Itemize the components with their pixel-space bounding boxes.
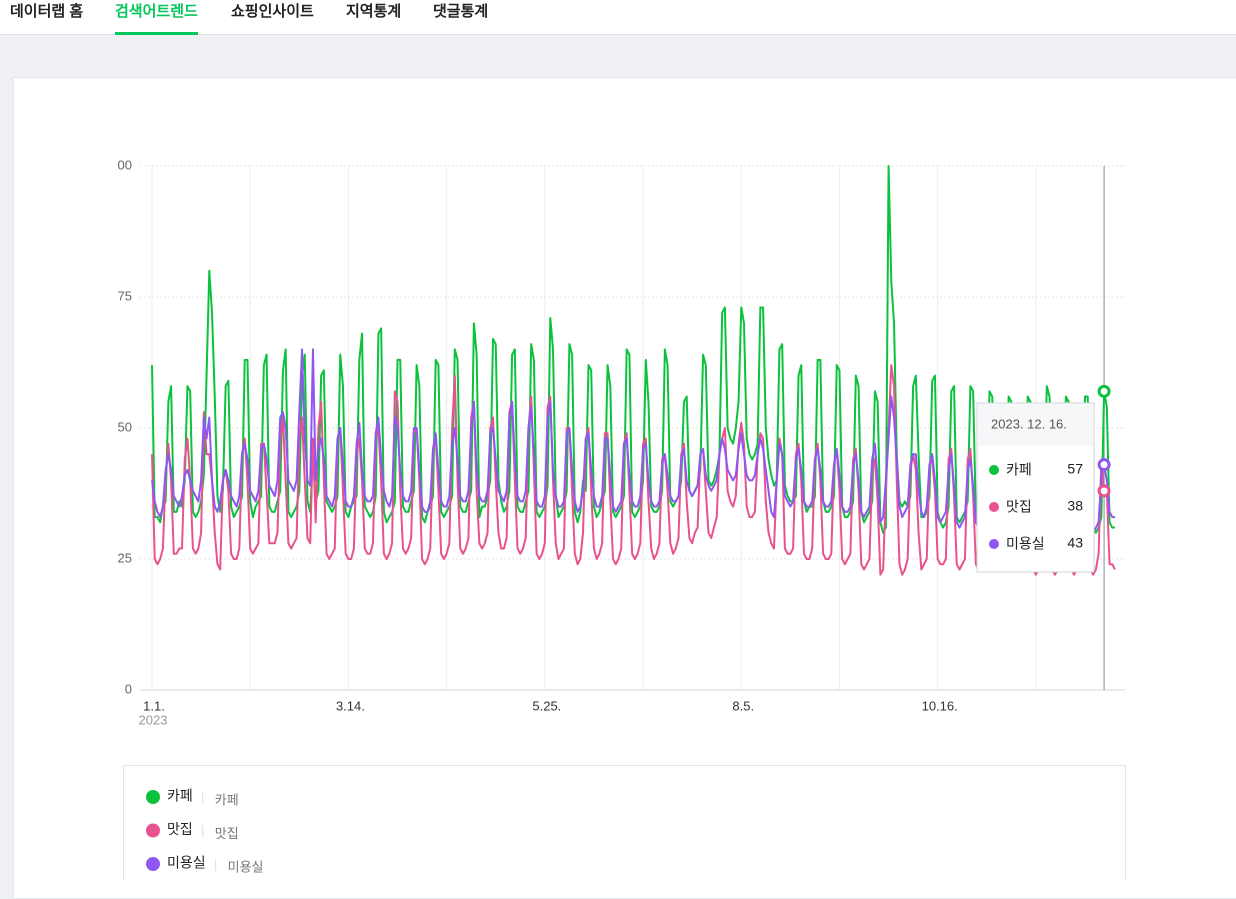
x-tick-label: 8.5. bbox=[732, 698, 754, 713]
tooltip-dot bbox=[989, 465, 999, 475]
x-tick-label: 3.14. bbox=[336, 698, 365, 713]
y-tick-label: 100 bbox=[110, 157, 132, 172]
tooltip-value: 57 bbox=[1067, 461, 1083, 477]
hover-point bbox=[1097, 458, 1111, 472]
x-tick-label: 10.16. bbox=[922, 698, 958, 713]
tooltip-value: 43 bbox=[1067, 535, 1083, 551]
nav-tab[interactable]: 쇼핑인사이트 bbox=[231, 3, 314, 20]
x-year-label: 2023 bbox=[139, 712, 168, 727]
x-tick-label: 5.25. bbox=[532, 698, 561, 713]
y-tick-label: 50 bbox=[118, 419, 132, 434]
chart: 0 25 50 75 100 1.1. 3.14. 5.25. 8.5. 10.16. 2023 2… bbox=[110, 157, 1126, 880]
y-tick-label: 0 bbox=[125, 681, 132, 696]
top-nav: 데이터랩 홈 검색어트렌드 쇼핑인사이트 지역통계 댓글통계 bbox=[0, 0, 1236, 35]
hover-point bbox=[1097, 384, 1111, 398]
series-line bbox=[151, 364, 1116, 576]
tooltip-name: 미용실 bbox=[1006, 536, 1045, 552]
tooltip-dot bbox=[989, 502, 999, 512]
legend-dot bbox=[146, 823, 160, 838]
legend-keywords: 미용실 bbox=[228, 859, 264, 874]
nav-tab[interactable]: 검색어트렌드 bbox=[115, 0, 198, 35]
series-line bbox=[151, 348, 1115, 534]
nav-tab[interactable]: 지역통계 bbox=[346, 3, 402, 20]
tooltip-dot bbox=[989, 539, 999, 549]
legend-dot bbox=[146, 857, 160, 871]
legend-dot bbox=[146, 790, 160, 804]
legend-name: 카페 bbox=[167, 788, 193, 804]
tooltip-date: 2023. 12. 16. bbox=[991, 416, 1067, 431]
y-tick-label: 75 bbox=[118, 288, 132, 303]
tooltip-value: 38 bbox=[1067, 498, 1083, 514]
tooltip-header bbox=[978, 404, 1093, 446]
y-axis: 0 25 50 75 100 bbox=[110, 157, 132, 696]
nav-tab[interactable]: 댓글통계 bbox=[433, 3, 489, 20]
legend-box bbox=[123, 765, 1126, 880]
legend-name: 미용실 bbox=[167, 855, 206, 871]
hover-point bbox=[1097, 484, 1111, 498]
tooltip-name: 카페 bbox=[1006, 462, 1032, 478]
y-tick-label: 25 bbox=[118, 550, 132, 565]
x-tick-label: 1.1. bbox=[143, 698, 165, 713]
legend-keywords: 카페 bbox=[215, 792, 239, 807]
legend-keywords: 맛집 bbox=[215, 826, 239, 841]
nav-tab[interactable]: 데이터랩 홈 bbox=[10, 3, 84, 20]
tooltip-name: 맛집 bbox=[1006, 499, 1032, 515]
legend-name: 맛집 bbox=[167, 821, 193, 837]
